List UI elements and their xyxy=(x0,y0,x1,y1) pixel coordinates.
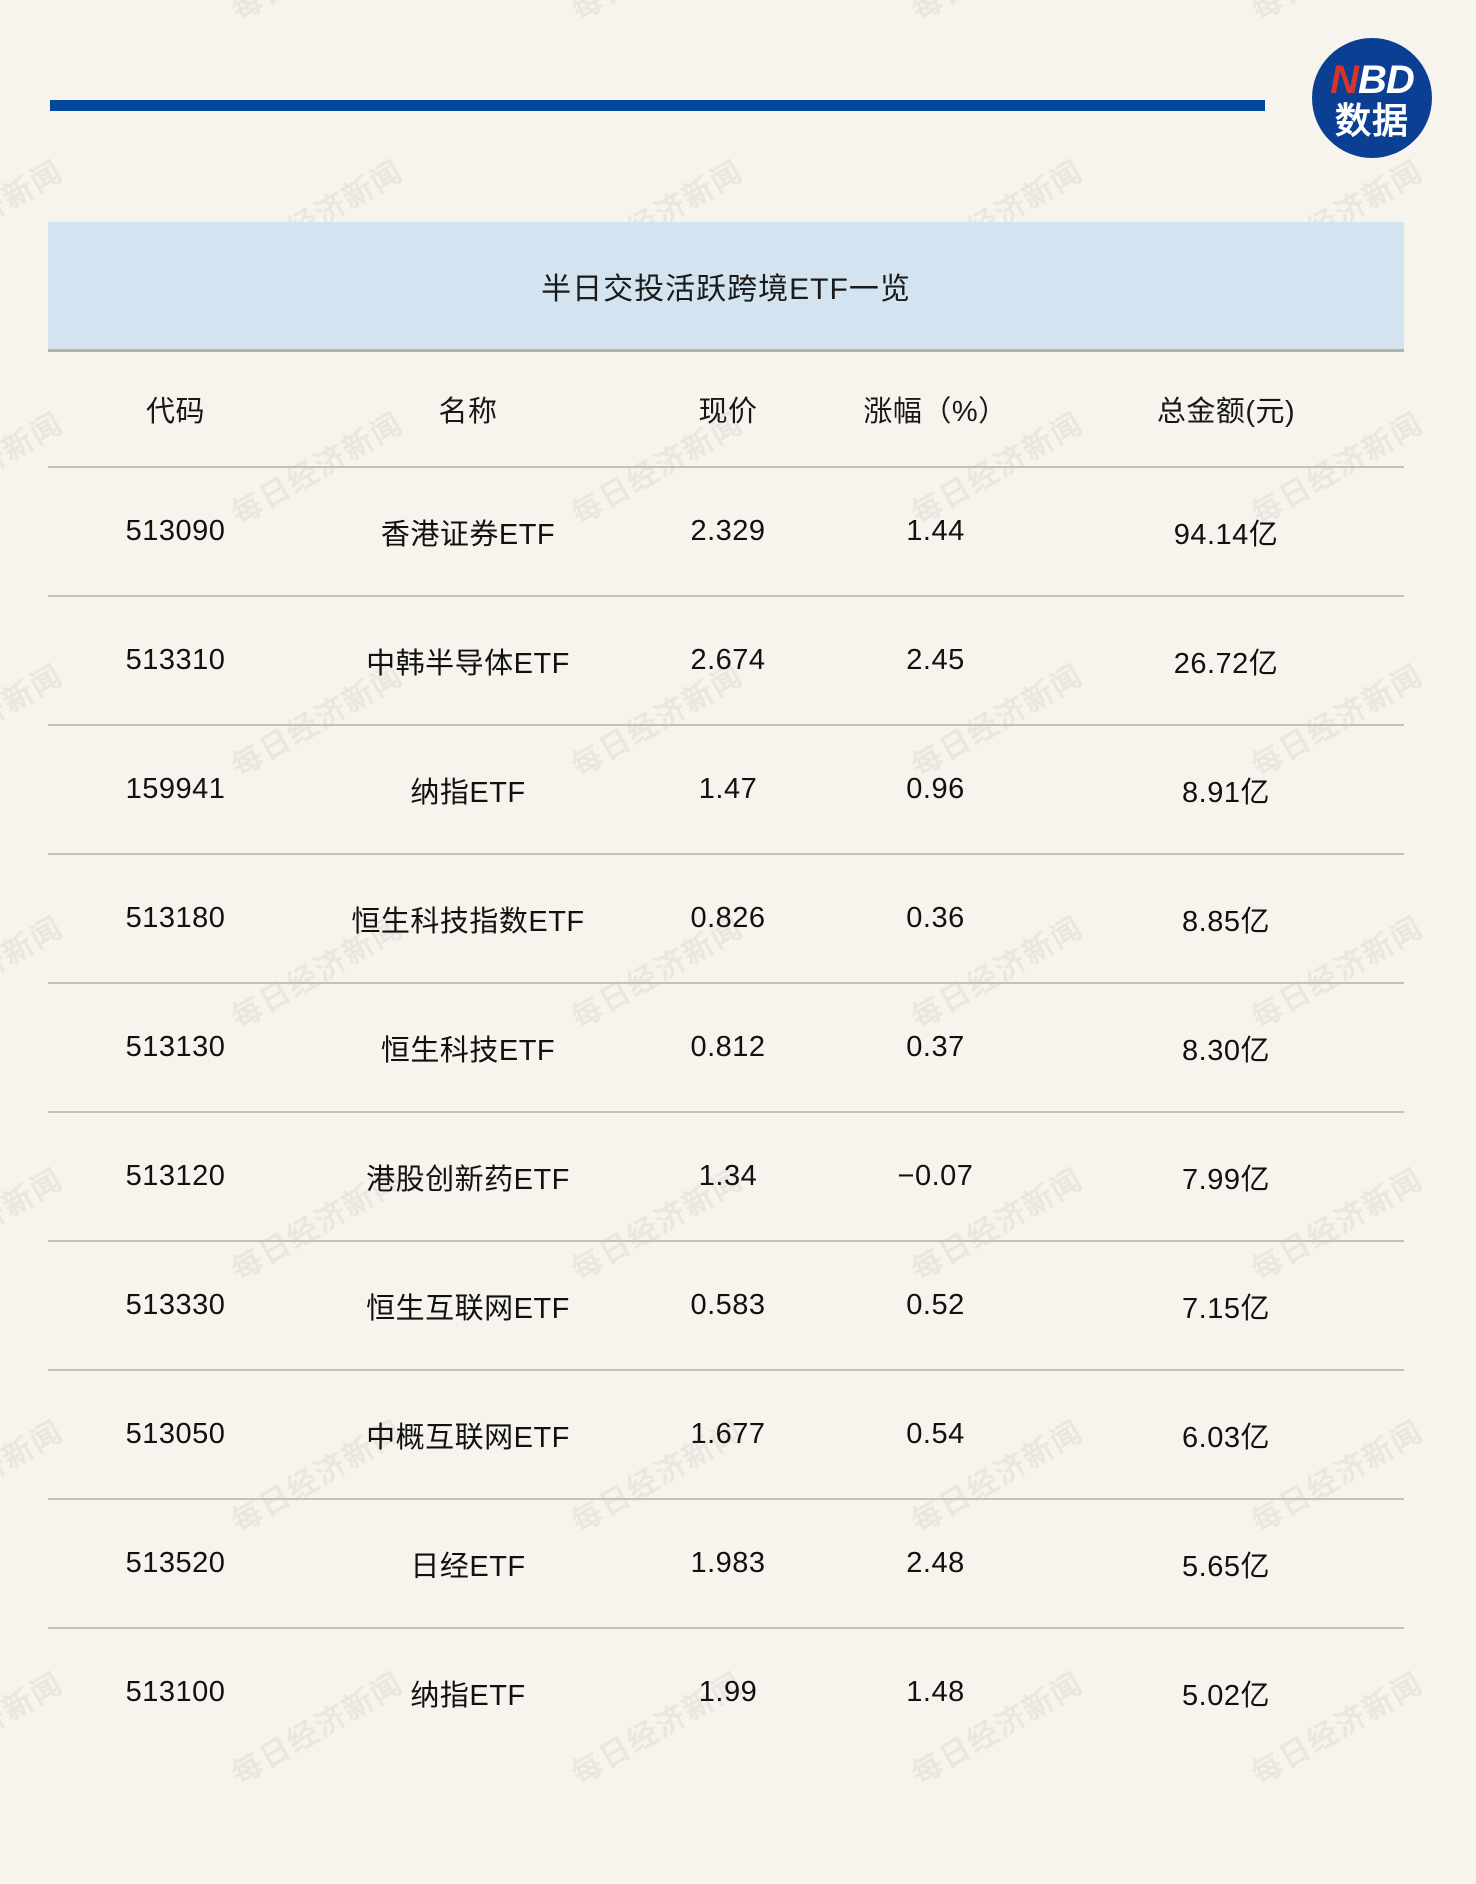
cell-amount: 5.02亿 xyxy=(1182,1679,1270,1712)
table-row: 513090 香港证券ETF 2.329 1.44 94.14亿 xyxy=(48,467,1404,597)
table-row: 513120 港股创新药ETF 1.34 −0.07 7.99亿 xyxy=(48,1112,1404,1242)
cell-name: 纳指ETF xyxy=(410,1679,526,1712)
cell-code: 513330 xyxy=(48,1241,303,1371)
cell-name: 日经ETF xyxy=(303,1499,633,1629)
table-title: 半日交投活跃跨境ETF一览 xyxy=(541,272,911,306)
cell-name: 恒生科技ETF xyxy=(303,983,633,1113)
cell-change: 1.48 xyxy=(906,1676,965,1708)
logo-letters-bd: BD xyxy=(1358,58,1415,103)
cell-change: 0.54 xyxy=(823,1370,1048,1500)
cell-change: 0.96 xyxy=(823,725,1048,855)
cell-amount: 8.85亿 xyxy=(1048,854,1404,984)
logo-subtitle: 数据 xyxy=(1334,100,1409,142)
cell-amount: 6.03亿 xyxy=(1048,1370,1404,1500)
column-header-price: 现价 xyxy=(633,352,823,468)
cell-code: 513050 xyxy=(48,1370,303,1500)
cell-name: 中韩半导体ETF xyxy=(303,596,633,726)
cell-amount: 26.72亿 xyxy=(1048,596,1404,726)
cell-change: 2.45 xyxy=(823,596,1048,726)
cell-price: 1.983 xyxy=(633,1499,823,1629)
table-row: 513330 恒生互联网ETF 0.583 0.52 7.15亿 xyxy=(48,1241,1404,1371)
cell-code: 513310 xyxy=(48,596,303,726)
cell-amount: 8.30亿 xyxy=(1048,983,1404,1113)
cell-price: 1.47 xyxy=(633,725,823,855)
cell-code: 513120 xyxy=(48,1112,303,1242)
cell-name: 恒生互联网ETF xyxy=(303,1241,633,1371)
cell-amount: 8.91亿 xyxy=(1048,725,1404,855)
table-body: 513090 香港证券ETF 2.329 1.44 94.14亿 513310 中韩半导体E… xyxy=(48,467,1404,1756)
page-header: NBD 数据 xyxy=(0,0,1476,186)
table-row: 513100 纳指ETF 1.99 1.48 5.02亿 xyxy=(48,1628,1404,1756)
cell-name: 纳指ETF xyxy=(303,725,633,855)
cell-name: 恒生科技指数ETF xyxy=(303,854,633,984)
cell-change: 0.36 xyxy=(823,854,1048,984)
cell-code: 513180 xyxy=(48,854,303,984)
cell-name: 香港证券ETF xyxy=(303,467,633,597)
cell-change: 1.44 xyxy=(823,467,1048,597)
cell-price: 2.329 xyxy=(633,467,823,597)
table-header-row: 代码 名称 现价 涨幅（%） 总金额(元) xyxy=(48,352,1404,468)
cell-price: 1.99 xyxy=(698,1676,758,1708)
column-header-code: 代码 xyxy=(48,352,303,468)
cell-change: −0.07 xyxy=(823,1112,1048,1242)
cell-price: 0.826 xyxy=(633,854,823,984)
cell-change: 0.37 xyxy=(823,983,1048,1113)
cell-amount: 5.65亿 xyxy=(1048,1499,1404,1629)
accent-bar xyxy=(50,100,1265,111)
cell-name: 港股创新药ETF xyxy=(303,1112,633,1242)
column-header-amount: 总金额(元) xyxy=(1048,352,1404,468)
cell-name: 中概互联网ETF xyxy=(303,1370,633,1500)
etf-table-container: 半日交投活跃跨境ETF一览 代码 名称 现价 涨幅（%） 总金额(元) 5130… xyxy=(48,222,1404,1756)
table-row: 513180 恒生科技指数ETF 0.826 0.36 8.85亿 xyxy=(48,854,1404,984)
table-row: 513310 中韩半导体ETF 2.674 2.45 26.72亿 xyxy=(48,596,1404,726)
cell-price: 2.674 xyxy=(633,596,823,726)
cell-price: 0.583 xyxy=(633,1241,823,1371)
cell-price: 1.34 xyxy=(633,1112,823,1242)
cell-code: 513100 xyxy=(125,1676,226,1708)
cell-change: 0.52 xyxy=(823,1241,1048,1371)
cell-code: 513520 xyxy=(48,1499,303,1629)
nbd-logo: NBD 数据 xyxy=(1312,38,1432,158)
table-row: 513520 日经ETF 1.983 2.48 5.65亿 xyxy=(48,1499,1404,1629)
column-header-change: 涨幅（%） xyxy=(823,352,1048,468)
cell-amount: 94.14亿 xyxy=(1048,467,1404,597)
cell-code: 513130 xyxy=(48,983,303,1113)
cell-code: 513090 xyxy=(48,467,303,597)
etf-table: 代码 名称 现价 涨幅（%） 总金额(元) 513090 香港证券ETF 2.329… xyxy=(48,352,1404,1756)
cell-amount: 7.15亿 xyxy=(1048,1241,1404,1371)
table-row: 159941 纳指ETF 1.47 0.96 8.91亿 xyxy=(48,725,1404,855)
column-header-name: 名称 xyxy=(303,352,633,468)
logo-letter-n: N xyxy=(1330,58,1359,103)
cell-change: 2.48 xyxy=(823,1499,1048,1629)
cell-price: 0.812 xyxy=(633,983,823,1113)
table-title-band: 半日交投活跃跨境ETF一览 xyxy=(48,222,1404,352)
logo-wordmark: NBD xyxy=(1330,58,1415,103)
cell-amount: 7.99亿 xyxy=(1048,1112,1404,1242)
cell-price: 1.677 xyxy=(633,1370,823,1500)
cell-code: 159941 xyxy=(48,725,303,855)
table-row: 513050 中概互联网ETF 1.677 0.54 6.03亿 xyxy=(48,1370,1404,1500)
table-row: 513130 恒生科技ETF 0.812 0.37 8.30亿 xyxy=(48,983,1404,1113)
